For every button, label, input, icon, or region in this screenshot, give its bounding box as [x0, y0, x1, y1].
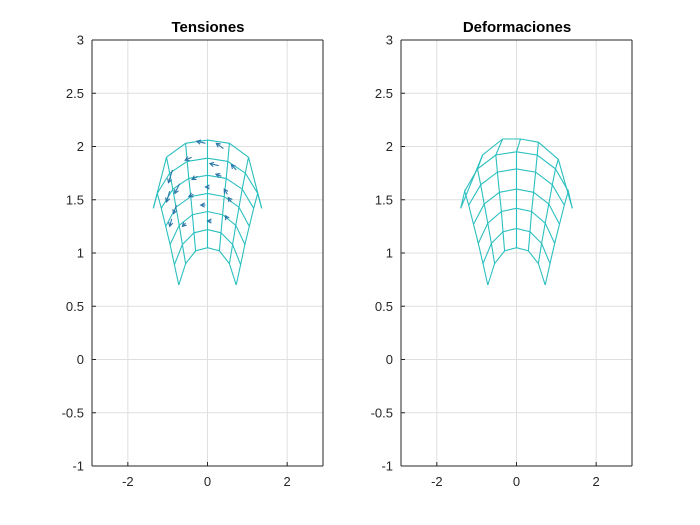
tensiones-ytick-label-5: 1.5: [66, 192, 84, 207]
tensiones-stress-arrow-15: [227, 196, 233, 203]
tensiones-ytick-label-0: -1: [72, 459, 84, 474]
tensiones-ytick-label-4: 1: [77, 246, 84, 261]
tensiones-stress-arrows: [164, 139, 237, 228]
deformaciones-ytick-label-8: 3: [386, 33, 393, 48]
deformaciones-xtick-label-0: -2: [431, 474, 443, 489]
deformaciones-axes: [400, 39, 633, 467]
tensiones-stress-arrow-8: [214, 173, 222, 178]
tensiones-ytick-label-3: 0.5: [66, 299, 84, 314]
deformaciones-xtick-label-2: 2: [593, 474, 600, 489]
tensiones-stress-arrow-11: [204, 184, 210, 190]
deformaciones-xtick-label-1: 0: [513, 474, 520, 489]
tensiones-xtick-label-0: -2: [122, 474, 134, 489]
tensiones-mesh-radial-5: [228, 157, 250, 264]
deformaciones-ytick-label-6: 2: [386, 139, 393, 154]
tensiones-title: Tensiones: [171, 19, 244, 36]
tensiones-stress-arrow-1: [215, 142, 224, 150]
tensiones-ytick-label-6: 2: [77, 139, 84, 154]
deformaciones-mesh-radial-5: [537, 159, 559, 264]
deformaciones-title: Deformaciones: [463, 19, 571, 36]
tensiones-stress-arrow-12: [223, 188, 229, 195]
deformaciones-mesh-radial-6: [544, 189, 573, 286]
tensiones-xtick-label-2: 2: [284, 474, 291, 489]
tensiones-mesh-radial-0: [152, 191, 180, 286]
tensiones-stress-arrow-17: [181, 221, 187, 228]
tensiones-stress-arrow-7: [191, 175, 198, 181]
tensiones-stress-arrow-18: [206, 218, 212, 224]
tensiones-stress-arrow-4: [208, 161, 219, 168]
tensiones-stress-arrow-9: [164, 191, 171, 203]
deformaciones-mesh: [460, 138, 573, 286]
tensiones-ytick-label-7: 2.5: [66, 86, 84, 101]
tensiones-ytick-label-1: -0.5: [62, 405, 84, 420]
tensiones-mesh-radial-6: [235, 191, 263, 286]
tensiones-stress-arrow-6: [174, 183, 181, 195]
deformaciones-ytick-label-3: 0.5: [375, 299, 393, 314]
tensiones-mesh: [152, 139, 263, 286]
deformaciones-ytick-label-2: 0: [386, 352, 393, 367]
tensiones-stress-arrow-2: [184, 156, 192, 162]
deformaciones-tick-labels: -2 0 2 -1 -0.5 0 0.5 1 1.5 2 2.5 3: [371, 33, 600, 490]
tensiones-axes: [91, 39, 324, 467]
tensiones-stress-arrow-13: [172, 204, 178, 215]
tensiones-stress-arrow-16: [168, 218, 174, 228]
tensiones-stress-arrow-5: [230, 163, 237, 171]
tensiones-stress-arrow-10: [187, 192, 194, 198]
deformaciones-ytick-label-4: 1: [386, 246, 393, 261]
deformaciones-mesh-radial-4: [527, 142, 539, 251]
tensiones-ytick-label-2: 0: [77, 352, 84, 367]
deformaciones-ytick-label-1: -0.5: [371, 405, 393, 420]
tensiones-xtick-label-1: 0: [204, 474, 211, 489]
deformaciones-mesh-radial-1: [476, 154, 496, 264]
tensiones-ytick-label-8: 3: [77, 33, 84, 48]
deformaciones-mesh-radial-3: [515, 138, 522, 248]
deformaciones-ytick-label-0: -1: [381, 459, 393, 474]
tensiones-stress-arrow-3: [167, 169, 174, 184]
deformaciones-ytick-label-7: 2.5: [375, 86, 393, 101]
deformaciones-mesh-radial-0: [460, 189, 489, 286]
deformaciones-panel: Deformaciones -2 0 2 -1 -0.5 0 0.5 1 1.5 2 2.5 3: [371, 19, 633, 490]
tensiones-stress-arrow-19: [224, 214, 230, 221]
tensiones-panel: Tensiones -2 0 2 -1 -0.5 0 0.5 1 1.5 2 2.5 3: [62, 19, 324, 490]
deformaciones-mesh-radial-2: [495, 138, 506, 251]
deformaciones-ytick-label-5: 1.5: [375, 192, 393, 207]
tensiones-mesh-radial-4: [218, 143, 230, 251]
tensiones-stress-arrow-0: [195, 139, 206, 145]
tensiones-tick-labels: -2 0 2 -1 -0.5 0 0.5 1 1.5 2 2.5 3: [62, 33, 291, 490]
tensiones-stress-arrow-14: [199, 202, 206, 208]
